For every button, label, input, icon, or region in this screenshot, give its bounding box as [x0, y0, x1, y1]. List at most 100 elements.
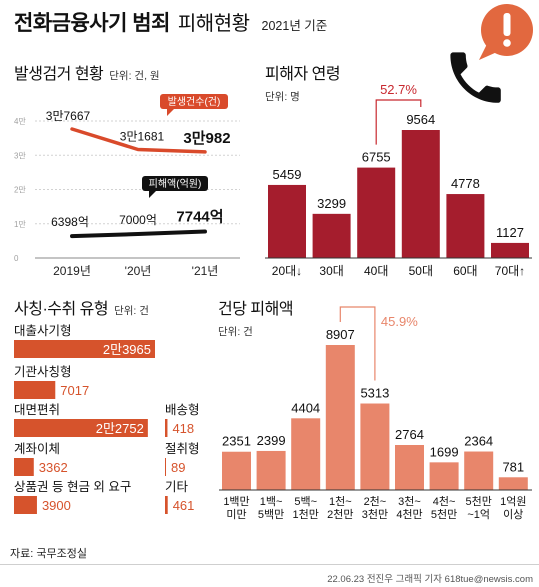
bar-value-label: 2764: [395, 427, 424, 442]
bar: [446, 194, 485, 258]
bar-value-label: 3299: [317, 196, 346, 211]
x-tick-label: 3천~: [398, 494, 421, 508]
unit-label: 단위: 건: [218, 326, 253, 338]
x-tick-label: 70대↑: [495, 264, 525, 278]
phone-alert-icon: [450, 4, 533, 103]
alert-bubble-icon: [479, 4, 533, 60]
bar-value-label: 5313: [360, 386, 389, 401]
legend-tag-cases: 발생건수(건): [160, 94, 228, 116]
bar: [360, 403, 390, 490]
bar-value-label: 2399: [257, 433, 286, 448]
y-tick-label: 0: [14, 254, 19, 263]
type-row: 기타 461: [165, 480, 194, 514]
x-tick-label: 2천~: [364, 494, 387, 508]
annotation-bracket: [339, 306, 376, 381]
x-tick-label: 1천~: [329, 494, 352, 508]
legend-tag-label: 발생건수(건): [168, 96, 221, 108]
bar: [165, 496, 168, 514]
x-tick-label: '21년: [192, 264, 219, 278]
type-row: 기관사칭형 7017: [14, 365, 89, 399]
legend-tag-box: [142, 176, 208, 191]
bar: [14, 340, 155, 358]
annotation-bracket: [375, 99, 422, 145]
bar: [395, 445, 424, 490]
type-row: 대면편취 2만2752: [14, 403, 148, 437]
page-header: 전화금융사기 범죄 피해현황 2021년 기준: [14, 7, 327, 37]
unit-label: 단위: 건: [114, 305, 149, 317]
bar-value-label: 6755: [362, 150, 391, 165]
type-row: 상품권 등 현금 외 요구 3900: [14, 480, 131, 514]
bar-value-label: 8907: [326, 327, 355, 342]
bar: [312, 213, 351, 258]
bar-value-label: 3362: [39, 460, 68, 475]
bar: [357, 167, 396, 258]
data-label: 3만1681: [120, 129, 165, 143]
x-tick-label: 1백~: [260, 495, 283, 508]
bar: [14, 496, 37, 514]
source-note: 자료: 국무조정실: [10, 548, 87, 560]
page-subtitle: 피해현황: [177, 13, 250, 35]
type-row: 계좌이체 3362: [14, 442, 68, 476]
legend-tag-label: 피해액(억원): [149, 177, 202, 190]
x-tick-label: 2019년: [53, 264, 91, 278]
series-line-cases: [70, 127, 207, 154]
section-header-arrests: 발생검거 현황 단위: 건, 원: [14, 60, 160, 84]
category-label: 대출사기형: [14, 324, 72, 338]
bar-value-label: 3900: [42, 498, 71, 513]
legend-tag-damage: 피해액(억원): [142, 176, 208, 198]
y-tick-label: 1만: [14, 220, 26, 229]
bar-value-label: 418: [172, 421, 194, 436]
type-row: 절취형 89: [165, 442, 200, 476]
phone-handset-icon: [450, 52, 501, 103]
series-line-damage: [70, 229, 207, 239]
page-title: 전화금융사기 범죄: [14, 12, 170, 35]
x-tick-label: 1억원: [500, 495, 526, 508]
bar-value-label: 89: [171, 460, 185, 475]
bar-value-label: 461: [173, 498, 195, 513]
x-tick-label: 5천만: [466, 494, 492, 508]
section-title: 발생검거 현황: [14, 66, 104, 83]
x-tick-label: 5백만: [258, 508, 284, 521]
x-tick-label: 30대: [319, 264, 343, 278]
category-label: 배송형: [165, 403, 200, 417]
category-label: 대면편취: [14, 403, 60, 417]
category-label: 상품권 등 현금 외 요구: [14, 480, 131, 494]
section-header-per-case: 건당 피해액 단위: 건: [218, 295, 294, 339]
y-tick-label: 4만: [14, 117, 26, 126]
bar: [165, 419, 168, 437]
bar: [14, 381, 56, 399]
data-label: 3만7667: [46, 109, 91, 123]
bar: [268, 184, 306, 258]
y-tick-label: 3만: [14, 151, 26, 160]
x-tick-label: 4천~: [433, 494, 456, 508]
x-tick-label: 40대: [364, 264, 388, 278]
bar-value-label: 1127: [496, 225, 524, 240]
annotation-label: 45.9%: [381, 314, 418, 329]
section-title: 피해자 연령: [265, 66, 341, 83]
bar-value-label: 7017: [60, 383, 89, 398]
legend-tag-pointer: [167, 109, 174, 116]
alert-bubble-tail: [479, 44, 497, 60]
category-label: 절취형: [165, 442, 200, 456]
bar-chart-age: 5459 20대↓ 3299 30대 6755 40대 9564 50대 4778 60대 1127…: [265, 82, 532, 278]
bar: [491, 242, 529, 258]
data-label: 6398억: [51, 215, 89, 229]
legend-tag-pointer: [149, 191, 156, 198]
bar: [256, 450, 286, 490]
bar: [14, 458, 34, 476]
bar-value-label: 9564: [406, 112, 435, 127]
footer-divider: [0, 564, 539, 565]
section-title: 사칭·수취 유형: [14, 301, 109, 318]
x-tick-label: ~1억: [467, 508, 490, 521]
x-tick-label: 60대: [453, 264, 477, 278]
exclamation-bar-icon: [503, 13, 511, 36]
x-tick-label: 5천만: [431, 507, 457, 521]
bar: [325, 345, 355, 490]
unit-label: 단위: 건, 원: [109, 70, 160, 82]
category-label: 기타: [165, 480, 189, 494]
data-label: 3만982: [183, 130, 230, 147]
date-note: 2021년 기준: [261, 19, 328, 33]
section-header-age: 피해자 연령 단위: 명: [265, 60, 341, 104]
